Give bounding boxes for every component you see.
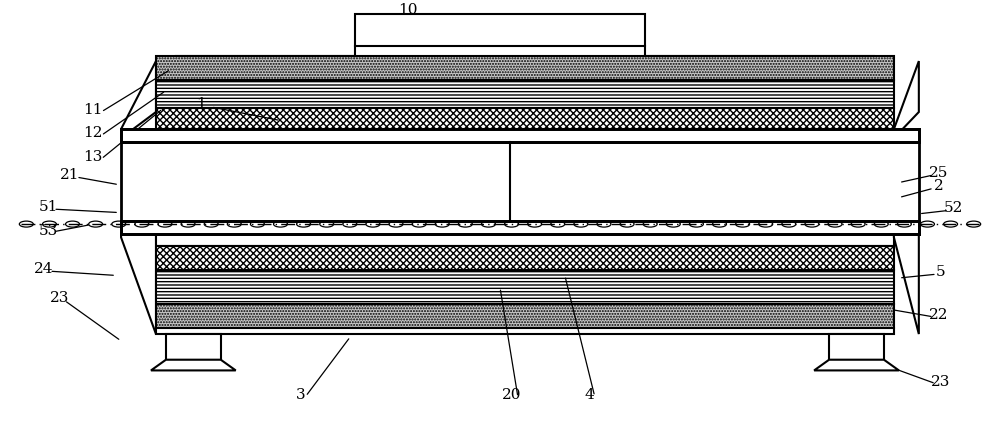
Text: 13: 13 — [83, 149, 103, 163]
Text: 23: 23 — [50, 290, 69, 304]
Bar — [156, 57, 894, 81]
Text: 24: 24 — [34, 261, 53, 276]
Bar — [156, 328, 894, 334]
Text: 53: 53 — [39, 223, 58, 237]
Bar — [166, 334, 221, 360]
Polygon shape — [121, 234, 156, 334]
Bar — [121, 221, 919, 234]
Text: 52: 52 — [944, 200, 963, 215]
Bar — [156, 247, 894, 270]
Text: 5: 5 — [936, 264, 946, 279]
Bar — [156, 270, 894, 304]
Text: 25: 25 — [929, 166, 948, 179]
Bar — [829, 334, 884, 360]
Text: 12: 12 — [83, 126, 103, 140]
Text: 10: 10 — [399, 3, 418, 17]
Text: 2: 2 — [934, 178, 944, 192]
Bar — [355, 15, 645, 46]
Text: 11: 11 — [83, 102, 103, 116]
Polygon shape — [814, 360, 899, 371]
Bar — [156, 108, 894, 130]
Text: 20: 20 — [502, 387, 522, 402]
Bar — [121, 143, 919, 221]
Polygon shape — [894, 62, 919, 139]
Text: 22: 22 — [929, 307, 949, 321]
Text: 3: 3 — [296, 387, 305, 401]
Bar — [121, 130, 919, 143]
Polygon shape — [151, 360, 236, 371]
Bar — [156, 234, 894, 247]
Text: 23: 23 — [931, 374, 950, 388]
Text: 4: 4 — [585, 387, 595, 401]
Bar — [156, 81, 894, 108]
Text: 21: 21 — [59, 168, 79, 181]
Text: 1: 1 — [196, 97, 206, 111]
Polygon shape — [121, 62, 156, 139]
Bar — [156, 304, 894, 328]
Text: 51: 51 — [39, 200, 58, 214]
Polygon shape — [894, 234, 919, 334]
